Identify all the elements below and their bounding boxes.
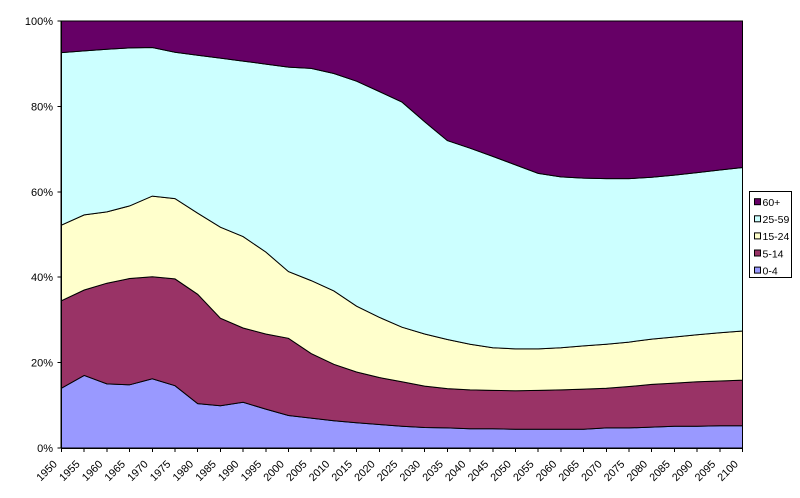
svg-text:0%: 0% [37, 443, 53, 455]
svg-text:100%: 100% [25, 16, 53, 28]
svg-text:15-24: 15-24 [763, 231, 790, 243]
svg-text:80%: 80% [31, 101, 53, 113]
svg-text:20%: 20% [31, 358, 53, 370]
svg-text:40%: 40% [31, 272, 53, 284]
svg-text:60+: 60+ [763, 197, 781, 209]
svg-text:60%: 60% [31, 187, 53, 199]
svg-text:5-14: 5-14 [763, 248, 784, 260]
svg-text:0-4: 0-4 [763, 265, 778, 277]
svg-text:25-59: 25-59 [763, 214, 790, 226]
